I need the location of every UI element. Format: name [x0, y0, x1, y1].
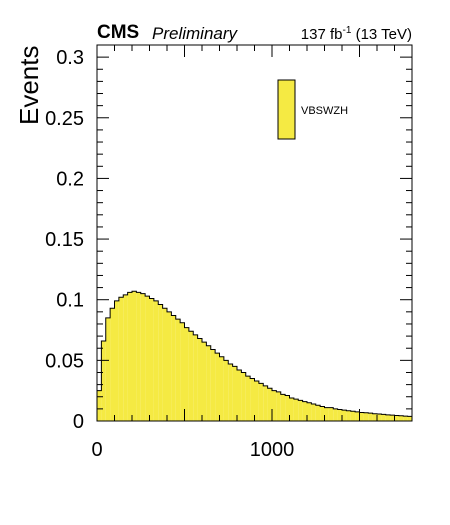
histogram-bin [149, 298, 154, 421]
histogram-bin [210, 349, 216, 421]
histogram-bin [136, 292, 141, 421]
histogram-bin [368, 413, 373, 421]
histogram-bin [175, 319, 181, 421]
histogram-bin [320, 406, 325, 421]
histogram-bin [123, 294, 128, 421]
histogram-bin [289, 397, 294, 421]
histogram-bin [118, 297, 124, 421]
histogram-bin [250, 378, 255, 421]
histogram-bin [276, 391, 281, 421]
histogram-bin [158, 304, 163, 421]
histogram-bin [372, 413, 377, 421]
experiment-label: CMS [97, 22, 140, 43]
histogram-bin [97, 390, 102, 421]
histogram-bin [193, 334, 198, 421]
histogram-bin [228, 363, 233, 421]
histogram-bin [267, 388, 272, 421]
tick-labels: 0 0.05 0.1 0.15 0.2 0.25 0.3 0 1000 [45, 47, 294, 461]
histogram-bin [140, 293, 146, 421]
histogram-bin [311, 404, 316, 421]
energy-label: (13 TeV) [351, 26, 412, 43]
y-tick-label: 0.1 [56, 290, 84, 312]
lumi-value: 137 fb [300, 26, 343, 43]
histogram-bin [363, 412, 369, 421]
histogram-bin [307, 402, 312, 421]
histogram-bin [263, 385, 268, 421]
histogram-bin [385, 414, 391, 421]
histogram-bin [132, 291, 137, 421]
y-tick-label: 0 [73, 411, 84, 433]
histogram-bars [96, 290, 413, 421]
histogram-bin [197, 338, 202, 421]
histogram-bin [254, 380, 259, 421]
histogram-bin [202, 342, 207, 421]
histogram-outline [96, 290, 413, 421]
legend-swatch [277, 79, 296, 140]
histogram-bin [342, 410, 347, 421]
histogram-bin [350, 411, 356, 421]
histogram-bin [377, 413, 382, 421]
y-tick-label: 0.2 [56, 168, 84, 190]
y-tick-label: 0.05 [45, 350, 84, 372]
histogram-bin [403, 416, 408, 421]
lumi-exponent: -1 [342, 25, 352, 36]
histogram-bin [302, 401, 307, 421]
histogram-bin [171, 315, 176, 421]
histogram-bin [394, 415, 399, 421]
histogram-bin [219, 356, 224, 421]
histogram-bin [110, 308, 115, 421]
y-axis-label: Events [14, 45, 44, 126]
histogram-bin [184, 327, 189, 421]
histogram-bin [114, 300, 119, 421]
x-tick-label: 1000 [250, 439, 295, 461]
histogram-bin [328, 407, 334, 421]
histogram-bin [105, 317, 111, 421]
histogram-bin [127, 292, 132, 421]
legend: VBSWZH [277, 79, 348, 140]
histogram-bin [398, 415, 404, 421]
histogram-bin [337, 409, 342, 421]
histogram-bin [215, 353, 220, 421]
histogram-bin [241, 372, 246, 421]
histogram-bin [359, 412, 364, 421]
luminosity-label: 137 fb-1 (13 TeV) [301, 25, 412, 43]
histogram-bin [285, 395, 290, 421]
histogram-bin [258, 383, 264, 421]
histogram-bin [188, 331, 194, 421]
status-label: Preliminary [152, 24, 238, 43]
histogram-bin [324, 407, 329, 421]
histogram-bin [407, 416, 412, 421]
histogram-bin [272, 390, 277, 421]
legend-entry-label: VBSWZH [301, 105, 348, 117]
histogram-bin [381, 414, 386, 421]
histogram-bin [206, 345, 211, 421]
histogram-bin [153, 300, 159, 421]
histogram-bin [390, 415, 395, 421]
histogram-bin [145, 296, 150, 421]
histogram-bin [298, 400, 303, 421]
histogram-bin [293, 399, 299, 421]
histogram-bin [162, 308, 167, 421]
y-tick-label: 0.15 [45, 229, 84, 251]
x-tick-label: 0 [91, 439, 102, 461]
plot-frame [96, 44, 413, 422]
histogram-bin [232, 366, 237, 421]
histogram-bin [223, 360, 229, 421]
histogram-bin [315, 405, 321, 421]
y-tick-label: 0.3 [56, 47, 84, 69]
y-tick-label: 0.25 [45, 108, 84, 130]
histogram-bin [237, 370, 242, 421]
histogram-bin [101, 340, 106, 421]
histogram-bin [280, 394, 286, 421]
histogram-bin [333, 408, 338, 421]
histogram-bin [346, 410, 351, 421]
histogram-bin [180, 322, 185, 421]
histogram-bin [167, 311, 172, 421]
histogram-bin [245, 376, 251, 421]
histogram-bin [355, 411, 360, 421]
